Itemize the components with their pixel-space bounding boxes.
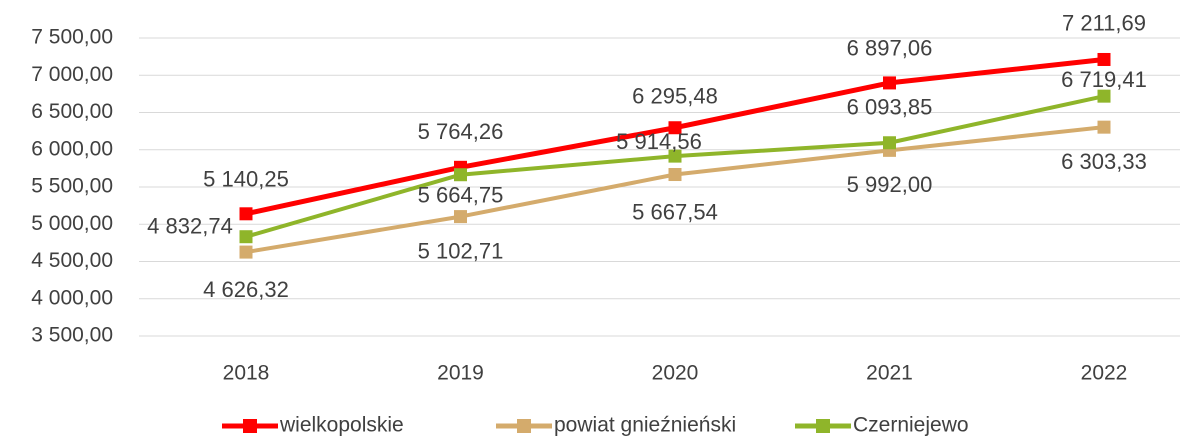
point-marker	[1097, 89, 1111, 103]
y-tick-label: 6 000,00	[31, 137, 113, 160]
legend-marker	[816, 419, 830, 433]
point-marker	[668, 168, 682, 182]
x-tick-label: 2021	[866, 362, 913, 385]
data-label: 6 303,33	[1061, 149, 1147, 174]
x-tick-label: 2020	[652, 362, 699, 385]
y-tick-label: 5 000,00	[31, 212, 113, 235]
data-label: 7 211,69	[1062, 10, 1146, 35]
point-marker	[883, 136, 896, 150]
x-tick-label: 2022	[1081, 362, 1128, 385]
point-marker	[883, 76, 896, 90]
data-label: 6 719,41	[1061, 67, 1147, 92]
data-label: 6 093,85	[847, 95, 933, 120]
point-marker	[454, 168, 467, 182]
point-marker	[1097, 120, 1111, 134]
point-marker	[1097, 52, 1111, 66]
point-marker	[668, 149, 682, 163]
legend-marker	[243, 419, 257, 433]
data-label: 5 992,00	[847, 172, 933, 197]
data-label: 4 832,74	[147, 214, 233, 239]
point-marker	[454, 210, 467, 224]
legend-label: wielkopolskie	[279, 414, 404, 437]
point-marker	[668, 121, 682, 135]
data-label: 6 897,06	[847, 36, 933, 61]
data-label: 4 626,32	[203, 277, 289, 302]
legend-label: powiat gnieźnieński	[554, 414, 736, 437]
data-label: 5 914,56	[616, 129, 702, 154]
x-tick-label: 2019	[437, 362, 484, 385]
data-label: 5 140,25	[203, 167, 289, 192]
y-tick-label: 4 500,00	[31, 249, 113, 272]
point-marker	[239, 245, 253, 259]
data-label: 5 764,26	[418, 119, 504, 144]
y-tick-label: 5 500,00	[31, 175, 113, 198]
point-marker	[239, 207, 253, 221]
data-label: 5 664,75	[418, 183, 504, 208]
point-marker	[239, 230, 253, 244]
data-label: 6 295,48	[632, 84, 718, 109]
y-tick-label: 4 000,00	[31, 286, 113, 309]
legend-marker	[517, 419, 531, 433]
y-tick-label: 7 000,00	[31, 63, 113, 86]
data-label: 5 667,54	[632, 199, 718, 224]
y-tick-label: 6 500,00	[31, 100, 113, 123]
legend-label: Czerniejewo	[853, 414, 969, 437]
data-label: 5 102,71	[418, 238, 504, 263]
y-tick-label: 7 500,00	[31, 26, 113, 49]
y-tick-label: 3 500,00	[31, 324, 113, 347]
x-tick-label: 2018	[223, 362, 270, 385]
